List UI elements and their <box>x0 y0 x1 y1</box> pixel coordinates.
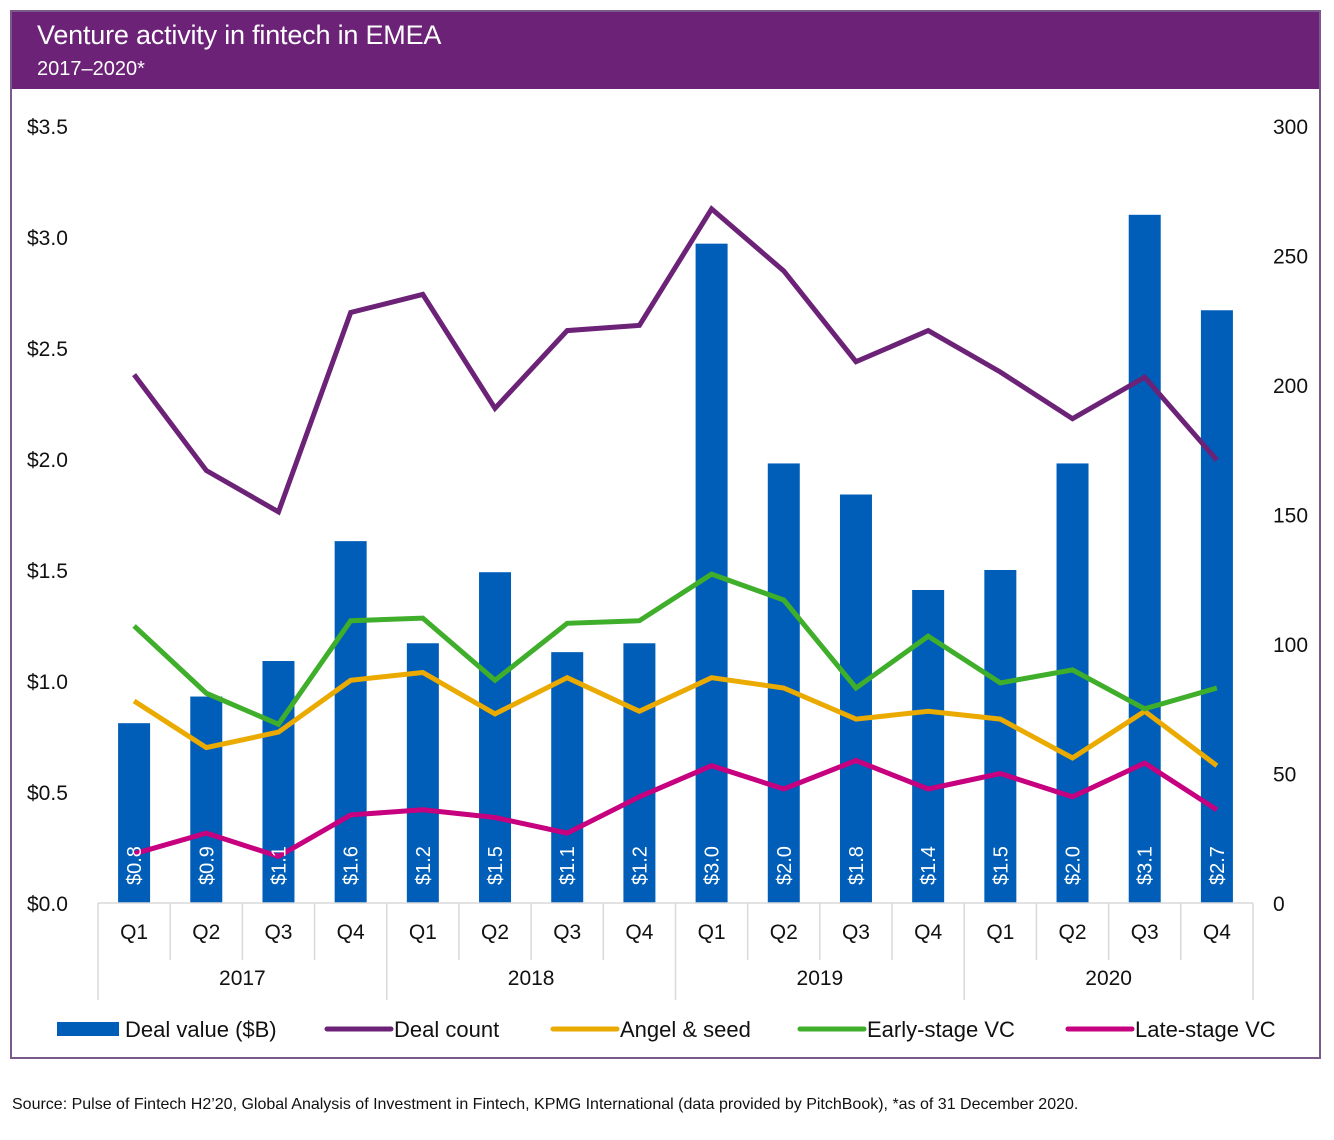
x-tick-label-quarter: Q2 <box>192 921 220 944</box>
bar-deal-value <box>406 643 439 903</box>
bar-deal-value <box>623 643 656 903</box>
line-late-stage-vc <box>133 757 1219 860</box>
bar-data-label: $1.2 <box>413 846 435 885</box>
x-tick-label-quarter: Q3 <box>553 921 581 944</box>
bar-data-label: $1.5 <box>485 846 507 885</box>
legend-label-deal-count: Deal count <box>394 1017 499 1042</box>
x-tick-label-year: 2019 <box>797 967 844 990</box>
y-left-tick-label: $3.5 <box>27 116 68 139</box>
bar-data-label: $1.4 <box>918 846 940 885</box>
y-right-tick-label: 100 <box>1273 634 1308 657</box>
bar-deal-value <box>1056 463 1089 903</box>
chart-frame: Venture activity in fintech in EMEA 2017… <box>10 10 1321 1059</box>
bar-data-label: $1.1 <box>557 846 579 885</box>
y-left-tick-label: $1.5 <box>27 560 68 583</box>
x-tick-label-quarter: Q2 <box>770 921 798 944</box>
bar-data-label: $0.9 <box>196 846 218 885</box>
bar-data-label: $0.8 <box>124 846 146 885</box>
bar-deal-value <box>551 652 584 903</box>
bar-deal-value <box>262 661 295 903</box>
y-right-tick-label: 0 <box>1273 893 1285 916</box>
bar-deal-value <box>1200 310 1233 903</box>
x-tick-label-quarter: Q2 <box>1059 921 1087 944</box>
y-right-tick-label: 200 <box>1273 375 1308 398</box>
x-tick-label-year: 2020 <box>1085 967 1132 990</box>
x-tick-label-quarter: Q4 <box>625 921 653 944</box>
bar-data-label: $2.7 <box>1207 846 1229 885</box>
x-tick-label-quarter: Q1 <box>698 921 726 944</box>
x-tick-label-quarter: Q4 <box>337 921 365 944</box>
y-right-tick-label: 50 <box>1273 764 1296 787</box>
bar-data-label: $1.2 <box>629 846 651 885</box>
bar-data-label: $1.1 <box>268 846 290 885</box>
legend-label-deal-value-b: Deal value ($B) <box>125 1017 277 1042</box>
x-tick-label-quarter: Q3 <box>264 921 292 944</box>
bar-data-label: $3.1 <box>1135 846 1157 885</box>
chart-subtitle: 2017–2020* <box>37 58 145 80</box>
y-left-tick-label: $0.5 <box>27 782 68 805</box>
x-tick-label-quarter: Q1 <box>120 921 148 944</box>
x-tick-label-quarter: Q1 <box>986 921 1014 944</box>
x-tick-label-quarter: Q2 <box>481 921 509 944</box>
chart-svg: $0.0 $0.5 $1.0 $1.5 $2.0 $2.5 $3.0 $3.5 0 50 100 15… <box>27 116 1308 1042</box>
bar-data-label: $2.0 <box>774 846 796 885</box>
bar-deal-value <box>984 570 1017 903</box>
bar-data-label: $1.8 <box>846 846 868 885</box>
bar-data-label: $3.0 <box>702 846 724 885</box>
x-tick-label-quarter: Q4 <box>914 921 942 944</box>
bar-deal-value <box>479 572 512 903</box>
y-left-tick-label: $3.0 <box>27 227 68 250</box>
chart-header: Venture activity in fintech in EMEA 2017… <box>12 12 1319 89</box>
y-left-tick-label: $1.0 <box>27 671 68 694</box>
legend-label-angel-seed: Angel & seed <box>620 1017 751 1042</box>
bar-data-label: $1.6 <box>341 846 363 885</box>
chart-title: Venture activity in fintech in EMEA <box>37 20 442 50</box>
bar-deal-value <box>190 696 223 903</box>
legend-label-early-stage-vc: Early-stage VC <box>867 1017 1015 1042</box>
x-tick-label-quarter: Q3 <box>1131 921 1159 944</box>
y-right-tick-label: 150 <box>1273 505 1308 528</box>
x-tick-label-year: 2017 <box>219 967 266 990</box>
x-tick-label-quarter: Q3 <box>842 921 870 944</box>
y-right-tick-label: 250 <box>1273 246 1308 269</box>
y-right-tick-label: 300 <box>1273 116 1308 139</box>
bar-deal-value <box>334 541 367 903</box>
legend-label-late-stage-vc: Late-stage VC <box>1135 1017 1276 1042</box>
x-tick-label-quarter: Q4 <box>1203 921 1231 944</box>
bar-data-label: $2.0 <box>1063 846 1085 885</box>
line-early-stage-vc <box>132 571 1218 728</box>
y-left-tick-label: $0.0 <box>27 893 68 916</box>
bar-data-label: $1.5 <box>990 846 1012 885</box>
y-left-tick-label: $2.5 <box>27 338 68 361</box>
bar-deal-value <box>118 723 151 903</box>
source-note: Source: Pulse of Fintech H2’20, Global A… <box>12 1096 1079 1113</box>
bar-deal-value <box>839 494 872 903</box>
x-tick-label-year: 2018 <box>508 967 555 990</box>
legend-swatch-deal-value-b <box>57 1022 119 1036</box>
bar-deal-value <box>1128 214 1161 904</box>
line-deal-count <box>132 205 1219 516</box>
x-tick-label-quarter: Q1 <box>409 921 437 944</box>
bar-deal-value <box>767 463 800 903</box>
line-angel-seed <box>132 669 1219 768</box>
y-left-tick-label: $2.0 <box>27 449 68 472</box>
